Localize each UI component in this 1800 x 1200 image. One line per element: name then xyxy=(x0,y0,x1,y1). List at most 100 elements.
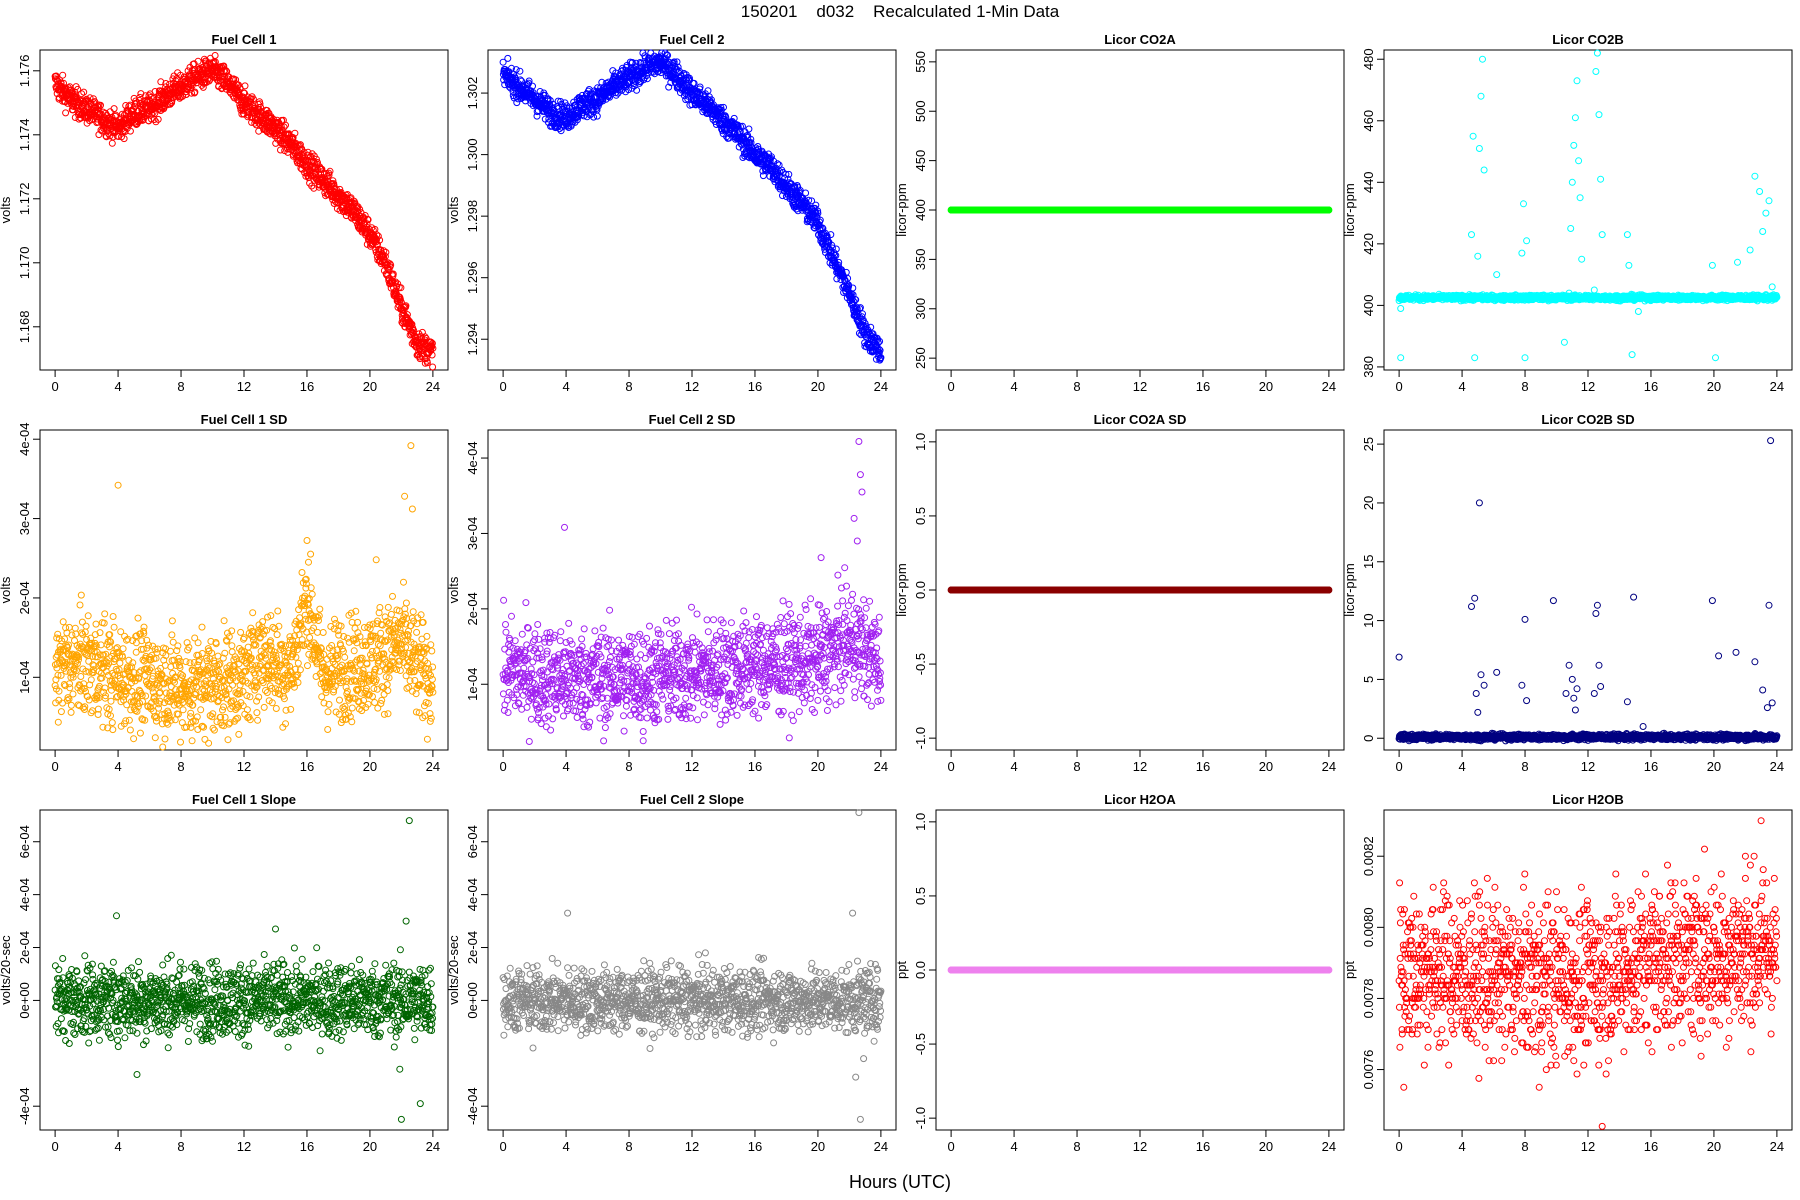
plot-frame xyxy=(1383,49,1793,371)
data-point xyxy=(314,159,321,166)
data-point xyxy=(336,185,344,193)
data-point xyxy=(52,72,60,80)
y-tick-label: 1.296 xyxy=(465,261,480,294)
panel-title: Fuel Cell 1 xyxy=(211,32,276,47)
panel-title: Licor CO2B xyxy=(1552,32,1624,47)
data-point xyxy=(241,82,249,90)
data-point xyxy=(211,52,219,59)
data-point xyxy=(154,115,162,123)
data-point xyxy=(110,105,118,113)
data-point xyxy=(92,103,100,111)
data-point xyxy=(120,135,128,143)
y-tick-label: 1.168 xyxy=(17,311,32,344)
figure-title: 150201 d032 Recalculated 1-Min Data xyxy=(740,2,1060,21)
x-tick-label: 0 xyxy=(499,379,506,394)
x-tick-label: 0 xyxy=(1395,379,1402,394)
data-point xyxy=(376,236,384,244)
x-tick-label: 4 xyxy=(562,379,569,394)
y-tick-label: 500 xyxy=(913,100,928,122)
y-tick-label: 1.176 xyxy=(17,55,32,88)
data-point xyxy=(360,215,368,223)
data-point xyxy=(282,121,289,129)
data-point xyxy=(59,71,67,79)
data-point xyxy=(95,103,103,111)
x-tick-label: 24 xyxy=(1322,379,1336,394)
data-point xyxy=(289,134,297,142)
data-point xyxy=(168,97,176,105)
data-point xyxy=(191,88,199,96)
data-point xyxy=(249,95,257,103)
y-tick-label: 420 xyxy=(1361,233,1376,255)
x-tick-label: 20 xyxy=(1707,379,1721,394)
y-tick-label: 1.298 xyxy=(465,200,480,233)
data-point xyxy=(330,182,338,190)
data-point xyxy=(504,54,512,62)
data-point xyxy=(256,100,264,108)
data-point xyxy=(292,139,300,147)
data-point xyxy=(374,232,382,240)
data-point xyxy=(188,89,195,97)
data-point xyxy=(373,236,380,244)
x-tick-label: 8 xyxy=(177,379,184,394)
y-tick-label: 380 xyxy=(1361,356,1376,378)
data-points xyxy=(1395,49,1781,362)
data-point xyxy=(194,57,202,65)
x-tick-label: 4 xyxy=(1458,379,1465,394)
data-point xyxy=(78,90,86,98)
data-point xyxy=(280,123,288,131)
data-point xyxy=(126,127,134,135)
y-tick-label: 1.300 xyxy=(465,138,480,171)
panel-title: Fuel Cell 2 xyxy=(659,32,724,47)
y-tick-label: 400 xyxy=(1361,295,1376,317)
data-point xyxy=(516,67,524,75)
data-point xyxy=(354,208,362,216)
y-tick-label: 460 xyxy=(1361,110,1376,132)
data-point xyxy=(310,184,318,192)
data-points xyxy=(499,49,885,364)
y-tick-label: 1.170 xyxy=(17,247,32,280)
data-point xyxy=(151,109,159,117)
x-tick-label: 0 xyxy=(51,379,58,394)
x-tick-label: 12 xyxy=(685,379,699,394)
data-point xyxy=(356,205,364,213)
data-point xyxy=(112,111,120,119)
y-tick-label: 1.302 xyxy=(465,77,480,110)
y-tick-label: 550 xyxy=(913,51,928,73)
y-tick-label: 350 xyxy=(913,249,928,271)
x-tick-label: 8 xyxy=(1521,379,1528,394)
y-axis-label: volts xyxy=(446,196,461,223)
x-tick-label: 0 xyxy=(947,379,954,394)
x-tick-label: 12 xyxy=(1133,379,1147,394)
x-tick-label: 16 xyxy=(748,379,762,394)
x-tick-label: 12 xyxy=(1581,379,1595,394)
data-point xyxy=(364,216,372,224)
data-point xyxy=(74,85,82,93)
data-point xyxy=(206,75,214,83)
y-axis-label: licor-ppm xyxy=(894,183,909,236)
y-tick-label: 250 xyxy=(913,347,928,369)
data-point xyxy=(308,182,316,190)
data-point xyxy=(257,103,264,111)
y-axis-label: volts xyxy=(0,196,13,223)
data-point xyxy=(152,118,160,126)
data-point xyxy=(157,78,165,86)
data-point xyxy=(325,171,333,179)
y-tick-label: 450 xyxy=(913,150,928,172)
data-points xyxy=(51,52,437,371)
x-tick-label: 4 xyxy=(114,379,121,394)
data-point xyxy=(802,189,810,197)
data-point xyxy=(312,171,320,179)
data-point xyxy=(57,79,65,87)
x-tick-label: 20 xyxy=(363,379,377,394)
data-point xyxy=(593,112,601,120)
data-point xyxy=(326,167,334,175)
y-tick-label: 480 xyxy=(1361,48,1376,70)
data-point xyxy=(108,139,116,147)
x-tick-label: 8 xyxy=(1073,379,1080,394)
data-point xyxy=(277,146,284,154)
x-tick-label: 8 xyxy=(625,379,632,394)
